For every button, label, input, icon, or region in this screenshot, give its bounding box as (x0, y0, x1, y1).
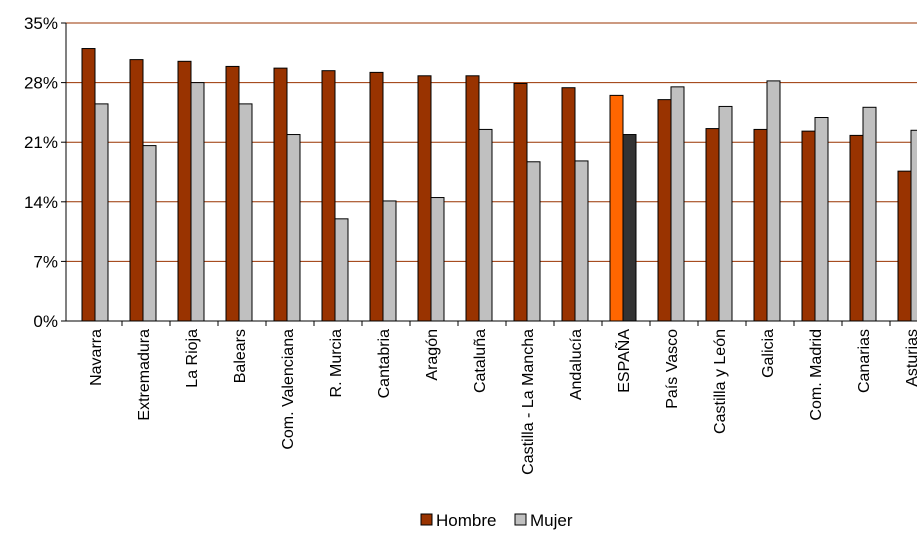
category-label: Andalucía (568, 329, 585, 400)
bar-mujer (766, 80, 781, 322)
category-label: Navarra (88, 329, 105, 386)
y-tick-label: 7% (33, 252, 58, 271)
y-tick-label: 0% (33, 312, 58, 331)
bar-mujer (526, 161, 541, 322)
category-label: ESPAÑA (613, 329, 633, 393)
y-tick-label: 21% (24, 133, 58, 152)
bar-mujer (670, 86, 685, 322)
y-tick-label: 28% (24, 74, 58, 93)
bar-hombre (897, 170, 912, 322)
bar-hombre (321, 70, 336, 322)
bars (81, 48, 917, 322)
bar-hombre (753, 128, 768, 322)
bar-hombre (225, 65, 240, 322)
bar-hombre (369, 71, 384, 322)
y-tick-labels: 0% 7% 14% 21% 28% 35% (24, 14, 58, 331)
bar-mujer (814, 117, 829, 322)
category-label: Castilla y León (712, 329, 729, 434)
bar-hombre (513, 82, 528, 322)
y-tick-label: 35% (24, 14, 58, 33)
bar-mujer (142, 145, 157, 322)
bar-mujer (910, 129, 917, 322)
bar-mujer (190, 82, 205, 322)
bar-mujer (862, 106, 877, 322)
legend-swatch-mujer (514, 513, 527, 526)
bar-mujer (286, 134, 301, 322)
legend-label-mujer: Mujer (530, 511, 573, 530)
bar-mujer (622, 134, 637, 322)
bar-mujer (430, 197, 445, 322)
legend: Hombre Mujer (420, 511, 573, 530)
bar-hombre (273, 67, 288, 322)
category-label: Balears (232, 329, 249, 383)
y-tick-label: 14% (24, 193, 58, 212)
bar-hombre (849, 134, 864, 322)
bar-hombre (129, 59, 144, 322)
legend-label-hombre: Hombre (436, 511, 496, 530)
category-label: País Vasco (664, 329, 681, 409)
bar-hombre (609, 94, 624, 322)
bar-mujer (718, 105, 733, 322)
bar-hombre (657, 99, 672, 322)
bar-mujer (478, 128, 493, 322)
category-label: La Rioja (184, 329, 201, 388)
category-label: Extremadura (136, 329, 153, 421)
category-label: Castilla - La Mancha (520, 329, 537, 475)
bar-mujer (238, 103, 253, 322)
bar-hombre (417, 75, 432, 322)
bar-mujer (382, 200, 397, 322)
category-label: Asturias (904, 329, 917, 387)
bar-mujer (94, 103, 109, 322)
bar-hombre (465, 75, 480, 322)
category-label: Com. Madrid (808, 329, 825, 421)
bar-hombre (705, 128, 720, 322)
category-label: R. Murcia (328, 329, 345, 398)
bar-hombre (561, 87, 576, 322)
bar-mujer (574, 160, 589, 322)
category-label: Aragón (424, 329, 441, 381)
category-label: Cataluña (472, 329, 489, 393)
category-label: Cantabria (376, 329, 393, 398)
legend-swatch-hombre (420, 513, 433, 526)
category-labels: Navarra Extremadura La Rioja Balears Com. Va… (88, 329, 917, 475)
category-label: Canarias (856, 329, 873, 393)
bar-mujer (334, 218, 349, 322)
bar-hombre (801, 130, 816, 322)
bar-hombre (177, 60, 192, 322)
category-label: Com. Valenciana (280, 329, 297, 450)
category-label: Galicia (760, 329, 777, 378)
bar-hombre (81, 48, 96, 322)
